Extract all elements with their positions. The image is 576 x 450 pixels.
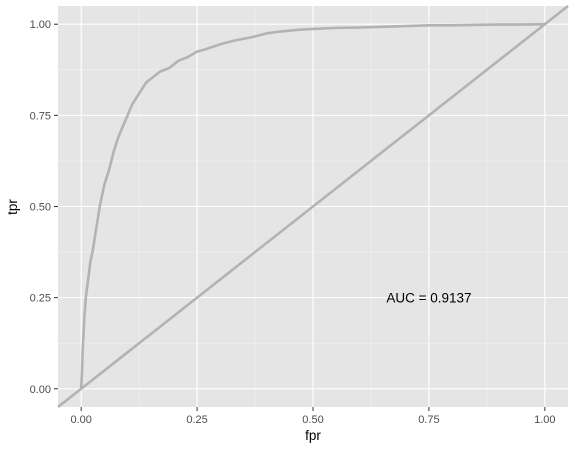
x-tick-label: 0.75 xyxy=(418,414,439,426)
annotation-layer: AUC = 0.9137 xyxy=(386,291,471,306)
y-tick-label: 0.00 xyxy=(30,384,51,396)
diagonal-reference-line xyxy=(57,4,569,409)
y-tick-label: 0.75 xyxy=(30,110,51,122)
roc-curve-line xyxy=(79,22,545,389)
y-tick-label: 1.00 xyxy=(30,19,51,31)
x-tick-label: 0.50 xyxy=(302,414,323,426)
y-tick-label: 0.25 xyxy=(30,293,51,305)
y-axis-title: tpr xyxy=(5,199,20,215)
y-tick-label: 0.50 xyxy=(30,202,51,214)
x-tick-label: 0.25 xyxy=(186,414,207,426)
x-tick-label: 1.00 xyxy=(534,414,555,426)
series-layer xyxy=(57,4,569,409)
x-axis-ticks: 0.00 0.25 0.50 0.75 1.00 xyxy=(70,407,556,426)
y-axis-ticks: 0.00 0.25 0.50 0.75 1.00 xyxy=(30,19,58,396)
auc-annotation: AUC = 0.9137 xyxy=(386,291,471,306)
x-axis-title: fpr xyxy=(305,428,321,443)
x-tick-label: 0.00 xyxy=(70,414,91,426)
